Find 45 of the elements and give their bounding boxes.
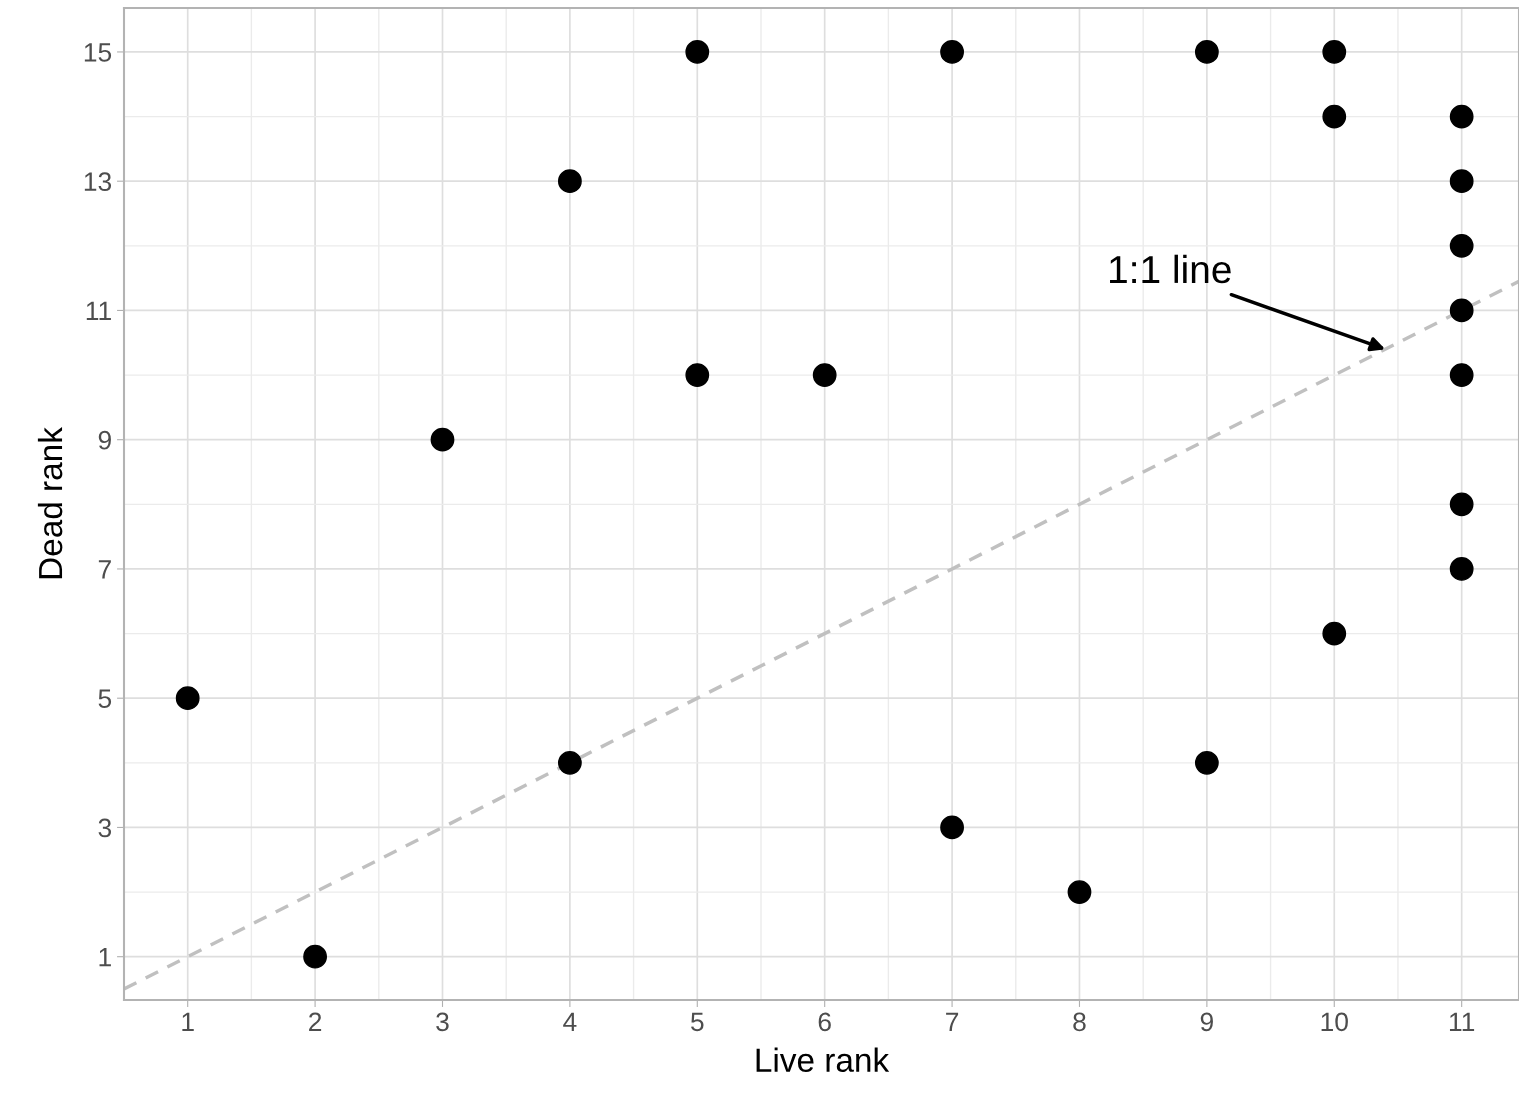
x-tick-label: 10	[1321, 1012, 1348, 1032]
x-tick-label: 7	[946, 1012, 959, 1031]
point	[1449, 104, 1474, 129]
point	[1067, 880, 1092, 904]
y-axis-title: Dead rank	[37, 427, 63, 579]
point	[812, 363, 837, 387]
point	[685, 363, 710, 387]
point	[940, 40, 964, 64]
point	[1449, 233, 1474, 258]
point	[1449, 363, 1474, 387]
point	[1322, 104, 1347, 129]
x-tick-label: 8	[1073, 1012, 1086, 1032]
point	[940, 815, 964, 840]
x-tick-label: 4	[563, 1012, 577, 1031]
y-tick-label: 1	[99, 948, 111, 967]
x-tick-label: 11	[1449, 1012, 1475, 1031]
y-tick-label: 3	[98, 818, 112, 838]
x-tick-label: 1	[182, 1012, 194, 1031]
x-tick-label: 2	[309, 1012, 322, 1031]
annotation: 1:1 line	[1110, 254, 1231, 284]
point	[303, 944, 327, 969]
y-tick-label: 13	[84, 172, 112, 192]
point	[1194, 750, 1219, 775]
point	[685, 40, 710, 64]
point	[430, 427, 455, 452]
point	[1449, 557, 1474, 581]
x-tick-label: 6	[818, 1012, 831, 1032]
point	[1322, 621, 1347, 646]
point	[1322, 40, 1347, 64]
y-tick-label: 9	[98, 430, 111, 450]
point	[175, 686, 200, 711]
x-tick-label: 5	[691, 1012, 704, 1032]
point	[557, 169, 582, 194]
point	[1449, 298, 1474, 323]
y-tick-label: 11	[86, 301, 111, 321]
point	[1449, 169, 1474, 194]
point	[1194, 40, 1219, 64]
y-tick-label: 15	[84, 43, 112, 62]
x-tick-label: 3	[436, 1012, 449, 1032]
y-tick-label: 5	[98, 689, 112, 709]
y-tick-label: 7	[98, 560, 111, 579]
point	[1449, 492, 1474, 517]
x-tick-label: 9	[1200, 1012, 1213, 1032]
point	[557, 750, 582, 775]
x-axis-title: Live rank	[756, 1047, 890, 1072]
